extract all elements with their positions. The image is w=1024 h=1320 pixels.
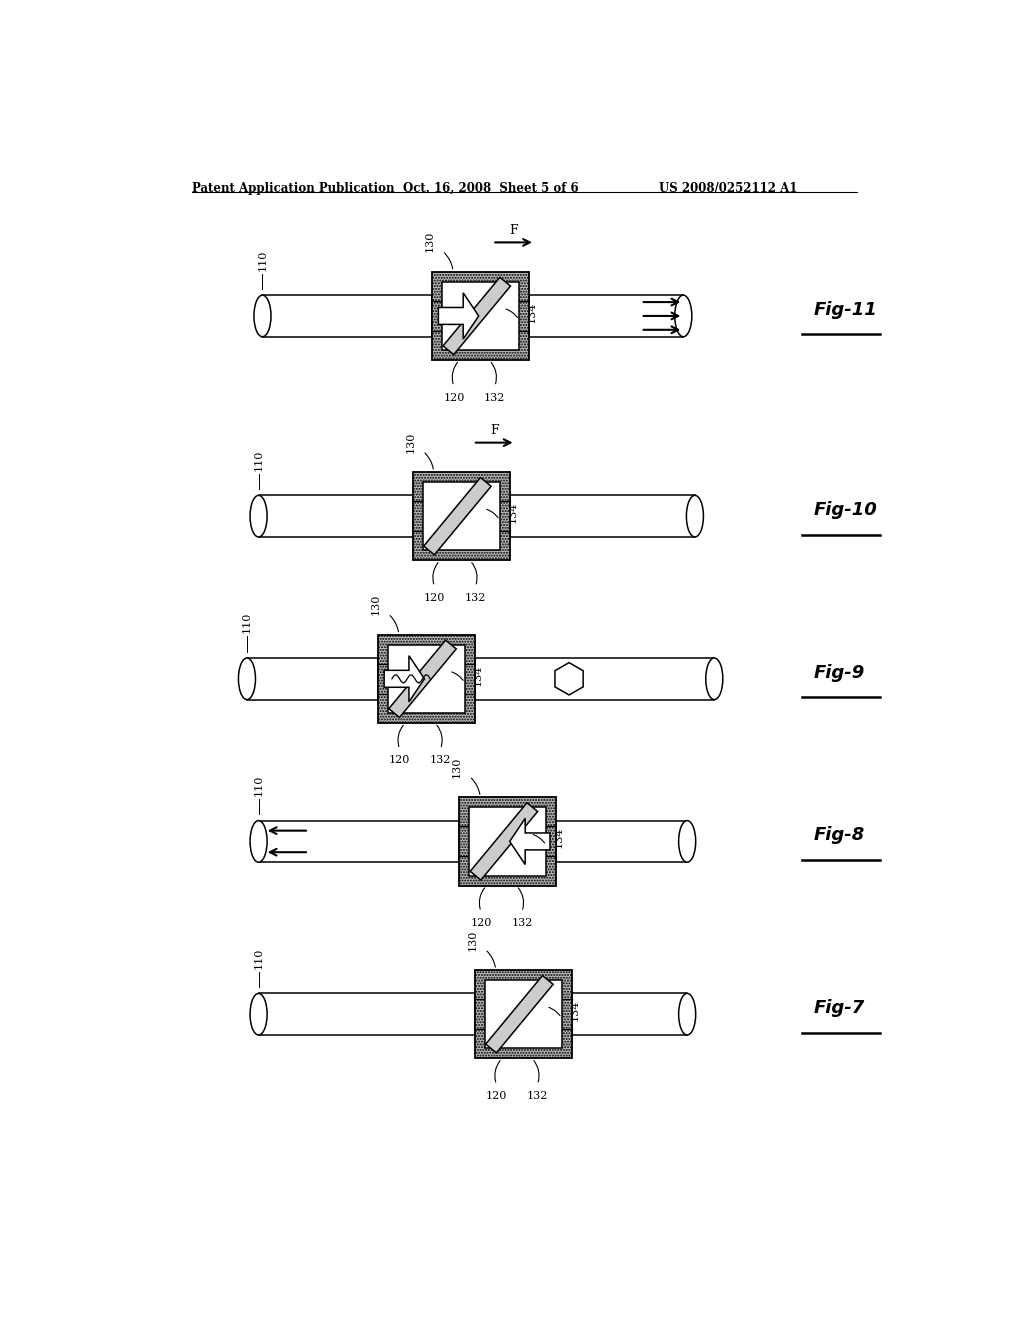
Text: Fig-8: Fig-8 <box>814 826 865 845</box>
Text: 134: 134 <box>507 502 517 523</box>
Text: 120: 120 <box>389 755 411 766</box>
Bar <box>510 495 695 537</box>
Polygon shape <box>438 293 478 339</box>
Bar <box>442 281 519 350</box>
Text: 134: 134 <box>569 999 580 1022</box>
Polygon shape <box>384 656 424 702</box>
Bar <box>475 970 571 1059</box>
Bar <box>432 272 529 360</box>
Text: 110: 110 <box>254 775 263 796</box>
Bar <box>423 482 500 550</box>
Text: Patent Application Publication: Patent Application Publication <box>191 182 394 194</box>
Text: 120: 120 <box>470 917 492 928</box>
Text: Fig-11: Fig-11 <box>814 301 878 319</box>
Text: 130: 130 <box>425 231 435 252</box>
Text: 132: 132 <box>484 392 506 403</box>
Text: 132: 132 <box>465 593 486 603</box>
Text: 132: 132 <box>511 917 532 928</box>
Text: 120: 120 <box>424 593 445 603</box>
Text: 130: 130 <box>406 432 416 453</box>
Text: 110: 110 <box>242 612 252 634</box>
Text: US 2008/0252112 A1: US 2008/0252112 A1 <box>658 182 798 194</box>
Text: 134: 134 <box>526 301 537 323</box>
Polygon shape <box>510 818 550 865</box>
Bar <box>529 296 683 337</box>
Ellipse shape <box>706 657 723 700</box>
Ellipse shape <box>250 495 267 537</box>
Ellipse shape <box>250 994 267 1035</box>
Bar <box>475 657 715 700</box>
Text: Fig-10: Fig-10 <box>814 502 878 519</box>
Polygon shape <box>470 803 538 880</box>
Text: Oct. 16, 2008  Sheet 5 of 6: Oct. 16, 2008 Sheet 5 of 6 <box>403 182 579 194</box>
Text: 132: 132 <box>526 1090 548 1101</box>
Bar <box>247 657 378 700</box>
Text: 134: 134 <box>472 664 482 685</box>
Ellipse shape <box>254 296 271 337</box>
Bar <box>571 994 687 1035</box>
Polygon shape <box>555 663 583 694</box>
Polygon shape <box>424 478 492 554</box>
Bar <box>388 644 465 713</box>
Text: 110: 110 <box>257 249 267 271</box>
Polygon shape <box>389 640 457 718</box>
Text: F: F <box>509 224 518 238</box>
Ellipse shape <box>239 657 255 700</box>
Bar <box>485 979 561 1048</box>
Ellipse shape <box>679 821 695 862</box>
Text: 134: 134 <box>554 826 564 849</box>
Text: 110: 110 <box>254 948 263 969</box>
Bar <box>413 471 510 561</box>
Text: 132: 132 <box>430 755 452 766</box>
Text: 130: 130 <box>371 594 381 615</box>
Bar <box>556 821 687 862</box>
Ellipse shape <box>250 821 267 862</box>
Ellipse shape <box>686 495 703 537</box>
Text: 130: 130 <box>468 929 477 950</box>
Ellipse shape <box>675 296 692 337</box>
Polygon shape <box>485 975 553 1053</box>
Bar <box>460 797 556 886</box>
Text: Fig-7: Fig-7 <box>814 999 865 1016</box>
Bar <box>262 296 432 337</box>
Text: 120: 120 <box>443 392 465 403</box>
Text: 130: 130 <box>452 756 462 777</box>
Bar <box>469 807 546 875</box>
Ellipse shape <box>679 994 695 1035</box>
Polygon shape <box>443 277 511 355</box>
Text: Fig-9: Fig-9 <box>814 664 865 681</box>
Bar <box>378 635 475 723</box>
Text: 110: 110 <box>254 449 263 471</box>
Bar <box>259 994 475 1035</box>
Bar <box>259 821 460 862</box>
Bar <box>259 495 413 537</box>
Text: 120: 120 <box>485 1090 507 1101</box>
Text: F: F <box>489 424 499 437</box>
